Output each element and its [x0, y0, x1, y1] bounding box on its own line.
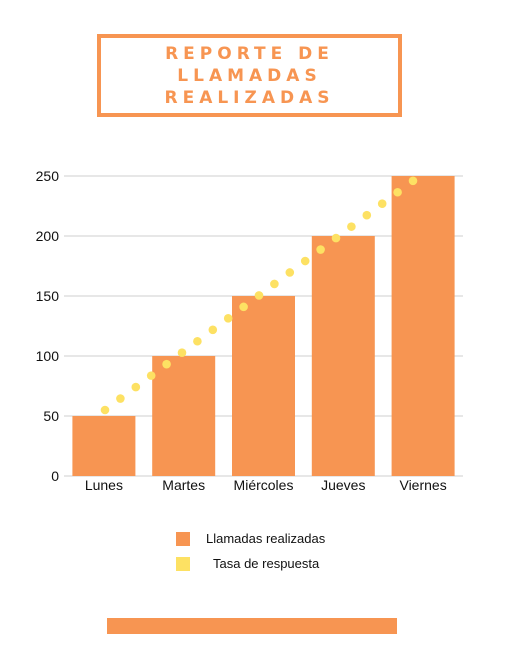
trend-dot: [100, 405, 110, 415]
trend-dot: [377, 199, 387, 209]
footer-bar: [107, 618, 397, 634]
x-tick-label: Martes: [162, 477, 205, 493]
x-tick-label: Miércoles: [234, 477, 294, 493]
bar-0: [72, 416, 136, 476]
trend-dot: [347, 222, 356, 231]
legend-swatch-tasa: [176, 556, 190, 571]
trend-dot: [193, 336, 202, 346]
trend-dot: [116, 394, 125, 403]
trend-dot: [285, 268, 295, 277]
legend-swatch-llamadas: [176, 531, 190, 546]
trend-dot: [131, 382, 141, 392]
trend-dot: [208, 325, 218, 335]
y-tick-label: 0: [51, 468, 59, 484]
trend-dot: [239, 302, 248, 312]
trend-dot: [362, 210, 372, 220]
legend-label-llamadas: Llamadas realizadas: [206, 531, 326, 546]
title-line-1: REPORTE DE: [165, 43, 334, 64]
x-tick-label: Jueves: [321, 477, 365, 493]
trend-dot: [408, 176, 418, 186]
bar-1: [152, 356, 216, 476]
x-tick-label: Lunes: [85, 477, 123, 493]
x-tick-label: Viernes: [399, 477, 446, 493]
trend-dot: [300, 256, 310, 266]
legend-item-llamadas: Llamadas realizadas: [176, 531, 325, 546]
trend-dot: [146, 371, 156, 380]
trend-dot: [223, 314, 233, 323]
bar-3: [311, 236, 375, 476]
trend-dot: [162, 359, 171, 369]
y-tick-label: 50: [43, 408, 59, 424]
trend-dot: [270, 279, 279, 289]
y-tick-label: 250: [36, 168, 60, 184]
trend-dot: [393, 187, 402, 197]
title-line-2: LLAMADAS REALIZADAS: [164, 65, 335, 108]
title-box: REPORTE DE LLAMADAS REALIZADAS: [97, 34, 402, 117]
trend-dot: [177, 348, 187, 358]
legend-item-tasa: Tasa de respuesta: [176, 556, 319, 571]
trend-dot: [316, 245, 325, 254]
bar-2: [232, 296, 295, 476]
y-tick-label: 100: [36, 348, 60, 364]
y-tick-label: 150: [36, 288, 60, 304]
bar-4: [391, 176, 455, 476]
legend-label-tasa: Tasa de respuesta: [213, 556, 320, 571]
y-tick-label: 200: [36, 228, 60, 244]
trend-dot: [254, 291, 264, 300]
trend-dot: [331, 233, 341, 243]
